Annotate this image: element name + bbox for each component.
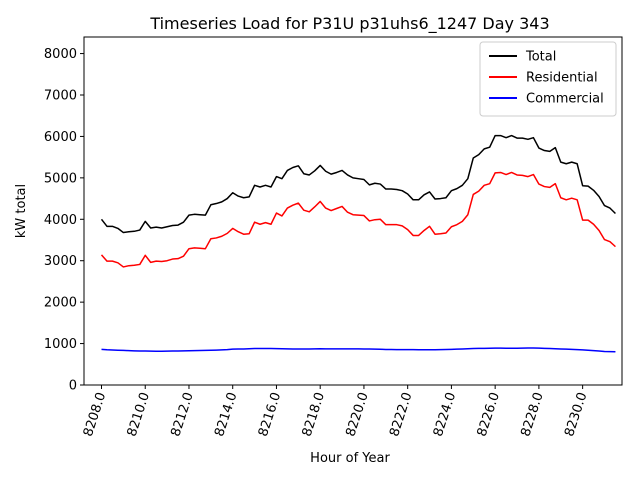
y-tick-label: 0: [69, 379, 77, 394]
legend-label-residential: Residential: [526, 71, 598, 86]
y-tick-label: 8000: [44, 47, 77, 62]
legend-items: Total Residential Commercial: [489, 50, 604, 107]
y-tick-label: 5000: [44, 171, 77, 186]
plot-lines: [100, 134, 616, 353]
chart-title: Timeseries Load for P31U p31uhs6_1247 Da…: [149, 14, 549, 34]
series-line-commercial: [101, 347, 616, 353]
x-axis-label: Hour of Year: [310, 451, 390, 466]
legend: Total Residential Commercial: [479, 41, 617, 117]
y-tick-label: 1000: [44, 337, 77, 352]
series-line-total: [100, 134, 616, 234]
y-tick-label: 3000: [44, 254, 77, 269]
y-tick-label: 4000: [44, 213, 77, 228]
y-tick-label: 7000: [44, 89, 77, 104]
y-tick-label: 2000: [44, 296, 77, 311]
y-axis: 0 1000 2000 3000 4000 5000 6000 7000 8000: [44, 47, 84, 394]
y-axis-label: kW total: [14, 184, 29, 238]
legend-label-total: Total: [525, 50, 556, 65]
legend-label-commercial: Commercial: [526, 92, 604, 107]
y-tick-label: 6000: [44, 130, 77, 145]
plot-frame: [83, 36, 623, 386]
series-line-residential: [100, 171, 616, 268]
